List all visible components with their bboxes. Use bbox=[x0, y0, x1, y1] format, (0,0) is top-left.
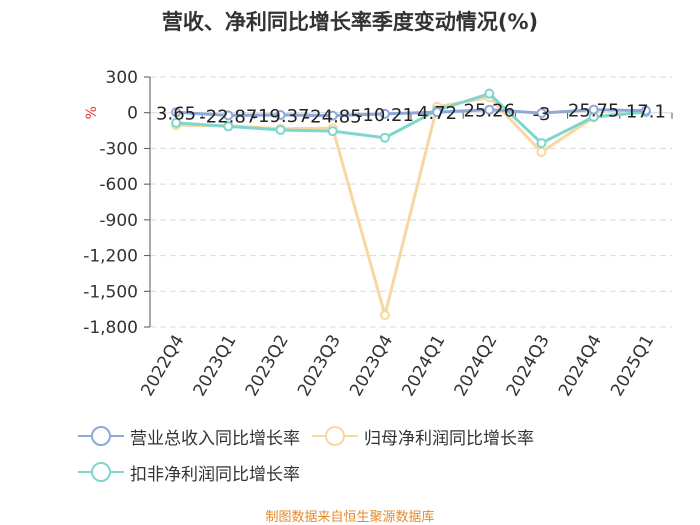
data-label: 3.65 bbox=[156, 103, 196, 124]
data-label: -24.85 bbox=[304, 107, 362, 128]
data-label: 17.1 bbox=[626, 102, 666, 123]
legend-swatch-net-profit bbox=[312, 426, 358, 446]
x-tick-label: 2024Q3 bbox=[503, 332, 554, 400]
data-point bbox=[379, 310, 390, 321]
data-point bbox=[588, 104, 599, 115]
y-tick-label: 0 bbox=[127, 104, 138, 124]
data-point bbox=[484, 88, 495, 99]
data-point bbox=[536, 147, 547, 157]
data-label: 25.75 bbox=[568, 101, 620, 122]
data-point bbox=[327, 126, 338, 137]
data-point bbox=[379, 108, 390, 119]
x-tick-label: 2024Q1 bbox=[398, 332, 449, 400]
data-point bbox=[379, 132, 390, 143]
data-point bbox=[536, 138, 547, 149]
legend-swatch-revenue bbox=[78, 426, 124, 446]
y-tick-label: -1,500 bbox=[83, 282, 138, 302]
data-point bbox=[275, 124, 286, 135]
data-point bbox=[275, 110, 286, 121]
legend-label-deducted-profit: 扣非净利润同比增长率 bbox=[130, 464, 300, 485]
legend-item-revenue[interactable]: 营业总收入同比增长率 bbox=[78, 423, 300, 449]
data-point bbox=[432, 107, 443, 118]
x-tick-label: 2023Q1 bbox=[190, 332, 241, 400]
data-point bbox=[223, 121, 234, 132]
legend: 营业总收入同比增长率 归母净利润同比增长率 扣非净利润同比增长率 bbox=[78, 418, 678, 490]
source-note: 制图数据来自恒生聚源数据库 bbox=[265, 510, 435, 525]
y-tick-label: -1,800 bbox=[83, 318, 138, 338]
data-point bbox=[171, 117, 182, 128]
data-label: -3 bbox=[533, 104, 551, 125]
legend-item-net-profit[interactable]: 归母净利润同比增长率 bbox=[312, 423, 534, 449]
x-tick-label: 2025Q1 bbox=[607, 332, 658, 400]
y-unit-label: % bbox=[84, 106, 100, 119]
data-point bbox=[640, 105, 651, 116]
data-point bbox=[484, 104, 495, 115]
data-point bbox=[223, 110, 234, 121]
y-tick-label: -1,200 bbox=[83, 247, 138, 267]
data-label: 25.26 bbox=[464, 101, 516, 122]
series-line bbox=[175, 91, 647, 145]
data-point bbox=[327, 110, 338, 121]
series-line bbox=[176, 95, 647, 321]
data-label: -22.87 bbox=[199, 106, 257, 127]
x-tick-label: 2024Q2 bbox=[451, 332, 502, 400]
legend-item-deducted-profit[interactable]: 扣非净利润同比增长率 bbox=[78, 459, 300, 485]
data-label: -10.21 bbox=[356, 105, 414, 126]
data-label: 4.72 bbox=[417, 103, 457, 124]
series-line bbox=[176, 108, 646, 118]
chart-title: 营收、净利同比增长率季度变动情况(%) bbox=[161, 10, 539, 34]
data-point bbox=[536, 108, 547, 119]
y-tick-label: -300 bbox=[99, 139, 138, 159]
data-label: -19.37 bbox=[251, 106, 309, 127]
y-tick-label: -900 bbox=[99, 211, 138, 231]
legend-label-net-profit: 归母净利润同比增长率 bbox=[364, 428, 534, 449]
x-tick-label: 2023Q2 bbox=[242, 332, 293, 400]
y-tick-label: 300 bbox=[106, 68, 138, 88]
data-point bbox=[171, 107, 182, 118]
x-tick-label: 2024Q4 bbox=[555, 332, 606, 400]
legend-swatch-deducted-profit bbox=[78, 462, 124, 482]
x-tick-label: 2022Q4 bbox=[137, 332, 188, 400]
y-tick-label: -600 bbox=[99, 175, 138, 195]
x-tick-label: 2023Q4 bbox=[346, 332, 397, 400]
x-tick-label: 2023Q3 bbox=[294, 332, 345, 400]
legend-label-revenue: 营业总收入同比增长率 bbox=[130, 428, 300, 449]
